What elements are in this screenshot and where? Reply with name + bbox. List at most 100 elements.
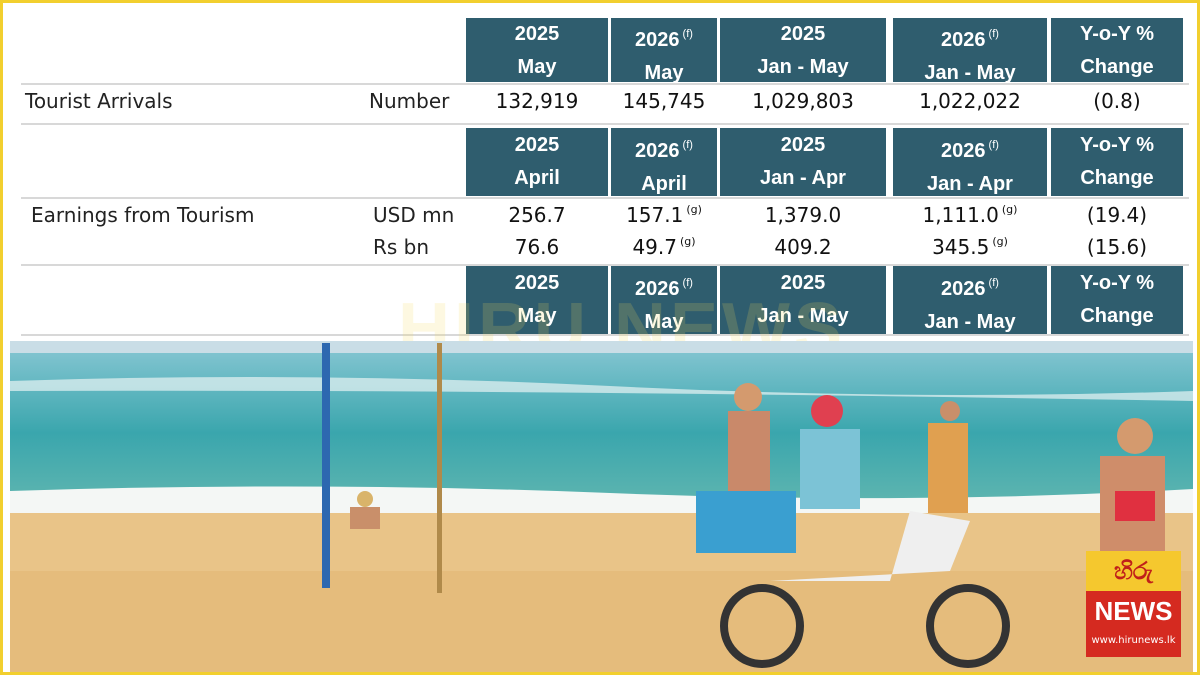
header-line: 2026 (f) (893, 267, 1047, 306)
header-line: Y-o-Y % (1051, 18, 1183, 51)
header-line: 2025 (720, 129, 886, 162)
value-cell: 1,111.0 (g) (893, 203, 1047, 227)
header-line: Change (1051, 51, 1183, 84)
header-line: Jan - May (893, 57, 1047, 90)
header-line: Jan - May (720, 51, 886, 84)
header-text: Change (1080, 167, 1154, 189)
header-text: Jan - May (757, 56, 849, 78)
row-unit: Rs bn (373, 235, 430, 259)
logo-url: www.hirunews.lk (1091, 635, 1176, 646)
value-text: 256.7 (508, 203, 566, 227)
value-text: (0.8) (1093, 89, 1141, 113)
header-text: 2026 (635, 140, 680, 162)
value-text: 1,111.0 (922, 203, 999, 227)
value-cell: 409.2 (720, 235, 886, 259)
value-cell: 256.7 (466, 203, 608, 227)
header-line: Change (1051, 162, 1183, 195)
header-line: 2025 (466, 267, 608, 300)
header-cell: 2026 (f) May (611, 18, 717, 84)
header-note: (f) (988, 277, 999, 289)
header-text: 2026 (941, 29, 986, 51)
value-note: (g) (992, 235, 1008, 248)
header-cell: 2025 Jan - Apr (720, 128, 886, 196)
header-text: Change (1080, 305, 1154, 327)
header-text: 2026 (635, 278, 680, 300)
header-line: 2025 (720, 18, 886, 51)
header-line: Jan - May (893, 306, 1047, 339)
header-cell: 2026 (f) Jan - May (893, 266, 1047, 334)
value-text: 409.2 (774, 235, 832, 259)
header-note: (f) (682, 277, 693, 289)
header-text: Jan - May (924, 311, 1016, 333)
beach-photo (10, 341, 1193, 672)
header-text: 2025 (514, 23, 560, 45)
header-cell: 2026 (f) April (611, 128, 717, 196)
header-text: 2026 (941, 278, 986, 300)
header-cell: 2026 (f) Jan - May (893, 18, 1047, 84)
header-text: 2025 (780, 272, 826, 294)
header-note: (f) (988, 139, 999, 151)
header-text: April (641, 173, 687, 195)
header-text: May (517, 305, 557, 327)
value-cell: 49.7 (g) (611, 235, 717, 259)
value-text: 1,029,803 (752, 89, 854, 113)
header-line: May (466, 300, 608, 333)
header-text: 2026 (941, 140, 986, 162)
row-label: Earnings from Tourism (31, 203, 255, 227)
logo: හිරු NEWS www.hirunews.lk (1086, 551, 1181, 657)
header-cell: 2025 April (466, 128, 608, 196)
header-text: Jan - May (924, 62, 1016, 84)
header-cell: Y-o-Y % Change (1051, 266, 1183, 334)
header-text: Jan - Apr (927, 173, 1013, 195)
value-text: 345.5 (932, 235, 990, 259)
row-rule (21, 83, 1189, 85)
row-unit: USD mn (373, 203, 455, 227)
header-line: 2026 (f) (893, 129, 1047, 168)
header-text: 2025 (514, 134, 560, 156)
header-text: Y-o-Y % (1079, 272, 1155, 294)
header-cell: Y-o-Y % Change (1051, 18, 1183, 82)
header-cell: Y-o-Y % Change (1051, 128, 1183, 196)
value-cell: 145,745 (611, 89, 717, 113)
header-text: 2025 (780, 23, 826, 45)
header-line: Y-o-Y % (1051, 129, 1183, 162)
logo-name: NEWS (1094, 596, 1173, 626)
header-line: 2026 (f) (893, 18, 1047, 57)
value-cell: 1,379.0 (720, 203, 886, 227)
value-text: (15.6) (1086, 235, 1148, 259)
header-cell: 2025 May (466, 266, 608, 334)
header-line: 2026 (f) (611, 18, 717, 57)
row-unit: Number (369, 89, 450, 113)
value-cell: 157.1 (g) (611, 203, 717, 227)
header-text: April (514, 167, 560, 189)
value-text: 49.7 (632, 235, 677, 259)
header-line: April (611, 168, 717, 201)
header-text: 2025 (780, 134, 826, 156)
value-cell: (0.8) (1051, 89, 1183, 113)
value-text: 132,919 (495, 89, 579, 113)
value-cell: 1,029,803 (720, 89, 886, 113)
header-text: Jan - Apr (760, 167, 846, 189)
header-line: 2025 (720, 267, 886, 300)
value-note: (g) (679, 235, 696, 248)
header-cell: 2025 Jan - May (720, 266, 886, 334)
header-line: May (466, 51, 608, 84)
header-text: Jan - May (757, 305, 849, 327)
value-text: 1,379.0 (764, 203, 842, 227)
header-text: Y-o-Y % (1079, 134, 1155, 156)
header-text: Change (1080, 56, 1154, 78)
header-text: May (517, 56, 557, 78)
header-line: 2026 (f) (611, 129, 717, 168)
header-line: May (611, 306, 717, 339)
value-text: (19.4) (1086, 203, 1148, 227)
value-cell: 76.6 (466, 235, 608, 259)
header-line: April (466, 162, 608, 195)
header-line: May (611, 57, 717, 90)
header-line: 2025 (466, 129, 608, 162)
header-text: May (644, 62, 684, 84)
logo-brand: හිරු (1086, 551, 1181, 591)
header-text: Y-o-Y % (1079, 23, 1155, 45)
header-note: (f) (682, 28, 693, 40)
header-line: Change (1051, 300, 1183, 333)
